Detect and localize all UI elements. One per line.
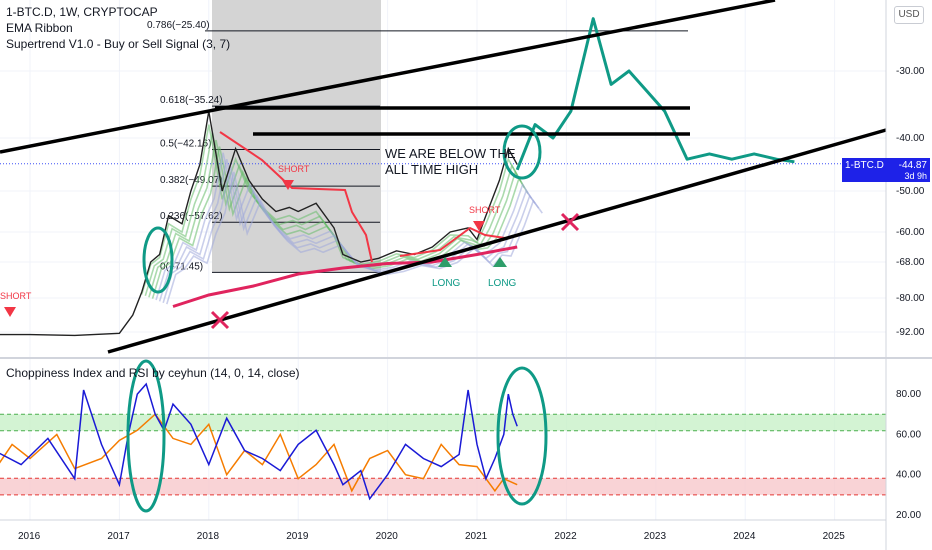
supertrend-label[interactable]: Supertrend V1.0 - Buy or Sell Signal (3,… [6,37,231,51]
projection-line [515,17,795,171]
annotation-text: WE ARE BELOW THE [385,146,516,161]
x-tick-label: 2020 [376,531,399,542]
highlight-ellipse[interactable] [142,226,174,294]
cross-mark [560,212,580,232]
choppiness-line [0,382,518,501]
cross-mark-stroke [560,212,580,232]
sell-signal-arrow [282,180,294,190]
channel-lower-line[interactable] [107,128,887,354]
buy-signal-arrow [438,257,452,267]
sell-signal-arrow [473,221,485,231]
x-tick-label: 2022 [554,531,577,542]
y-tick-label: -92.00 [896,327,925,338]
sell-signal-label: SHORT [278,164,310,174]
ema-ribbon-label[interactable]: EMA Ribbon [6,21,73,35]
y-tick-label: 40.00 [896,470,921,481]
highlight-ellipse[interactable] [126,359,166,513]
annotation-text: ALL TIME HIGH [385,162,478,177]
supertrend-sell-line [219,131,373,263]
ema-ribbon-line [141,124,518,295]
x-tick-label: 2024 [733,531,756,542]
ema-long-line [172,245,518,308]
ema-ribbon-line [144,132,522,297]
cross-mark-stroke [210,310,230,330]
price-line [0,111,518,337]
main-pane: 0.786(−25.40) 0.618(−35.24) 0.5(−42.16) 0.3… [0,0,925,520]
price-tag-countdown: 3d 9h [904,171,927,181]
symbol-title[interactable]: 1-BTC.D, 1W, CRYPTOCAP [6,5,158,19]
fib-level-label: 0.618(−35.24) [160,95,223,106]
last-price-tag: 1-BTC.D -44.87 3d 9h [842,158,930,182]
ema-ribbon-line [148,139,526,298]
zone-band [0,478,886,495]
zone-band [0,414,886,431]
sell-signal-arrow [4,307,16,317]
y-tick-label: -50.00 [896,186,925,197]
channel-upper-line[interactable] [0,0,776,154]
buy-signal-label: LONG [432,278,461,289]
y-tick-label: -80.00 [896,293,925,304]
ema-ribbon-line [166,171,543,305]
lower-pane-title[interactable]: Choppiness Index and RSI by ceyhun (14, … [6,366,300,380]
y-tick-label: 20.00 [896,510,921,521]
cross-mark [210,310,230,330]
highlight-ellipse[interactable] [502,124,542,180]
shaded-range-box [212,0,381,273]
x-tick-label: 2021 [465,531,488,542]
y-tick-label: -30.00 [896,66,925,77]
buy-signal-label: LONG [488,278,517,289]
fib-level-label: 0.382(−49.07) [160,175,223,186]
x-tick-label: 2025 [823,531,846,542]
y-tick-label: 80.00 [896,389,921,400]
fib-level-label: 0.5(−42.16) [160,138,211,149]
x-tick-label: 2023 [644,531,667,542]
sell-signal-label: SHORT [469,205,501,215]
currency-button[interactable]: USD [894,6,924,24]
x-tick-label: 2017 [107,531,130,542]
fib-level-label: 0.786(−25.40) [147,20,210,31]
ema-ribbon-line [151,146,529,299]
y-tick-label: -60.00 [896,227,925,238]
sell-signal-label: SHORT [0,291,32,301]
x-tick-label: 2019 [286,531,309,542]
price-tag-value: -44.87 [898,160,927,171]
rsi-line [0,413,518,493]
supertrend-sell-line [399,226,506,257]
price-tag-symbol: 1-BTC.D [845,160,884,171]
lower-pane: 80.00 60.00 40.00 20.00 [0,359,921,521]
y-tick-label: -68.00 [896,257,925,268]
highlight-ellipse[interactable] [496,366,548,506]
x-tick-label: 2018 [197,531,220,542]
y-tick-label: 60.00 [896,429,921,440]
buy-signal-arrow [493,257,507,267]
x-tick-label: 2016 [18,531,41,542]
y-tick-label: -40.00 [896,133,925,144]
